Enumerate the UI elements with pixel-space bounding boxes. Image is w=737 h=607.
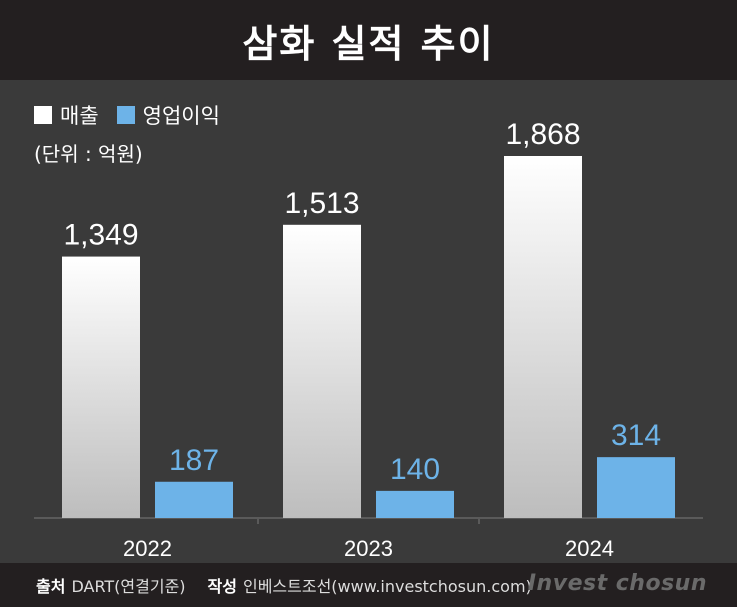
legend: 매출 영업이익 xyxy=(34,100,238,130)
bar-operating-profit-2023 xyxy=(376,490,454,518)
legend-item-revenue: 매출 xyxy=(34,100,99,130)
source-label: 출처 xyxy=(36,577,66,596)
x-tick-label-2023: 2023 xyxy=(344,536,393,560)
legend-item-operating-profit: 영업이익 xyxy=(116,100,220,130)
legend-label-operating-profit: 영업이익 xyxy=(142,104,220,128)
x-tick-label-2022: 2022 xyxy=(123,536,172,560)
unit-label: (단위 : 억원) xyxy=(34,142,143,166)
source-text: DART(연결기준) xyxy=(71,577,186,596)
author-text: 인베스트조선(www.investchosun.com) xyxy=(242,577,532,596)
author-note: 작성 인베스트조선(www.investchosun.com) xyxy=(208,573,532,597)
title-bar: 삼화 실적 추이 xyxy=(0,0,737,80)
source-note: 출처 DART(연결기준) xyxy=(36,573,186,597)
data-label-revenue-2024: 1,868 xyxy=(505,118,580,151)
legend-swatch-operating-profit xyxy=(116,106,135,124)
bar-revenue-2022 xyxy=(62,256,140,518)
data-label-operating-profit-2024: 314 xyxy=(611,419,661,452)
x-tick-label-2024: 2024 xyxy=(565,536,614,560)
footer: 출처 DART(연결기준) 작성 인베스트조선(www.investchosun.c… xyxy=(0,563,737,607)
brand-logo: Invest chosun xyxy=(527,571,707,596)
chart-title: 삼화 실적 추이 xyxy=(242,21,495,66)
data-label-operating-profit-2022: 187 xyxy=(169,444,219,477)
data-label-operating-profit-2023: 140 xyxy=(390,453,440,486)
author-label: 작성 xyxy=(207,577,237,596)
bar-revenue-2024 xyxy=(504,156,582,518)
legend-label-revenue: 매출 xyxy=(60,104,99,128)
bar-chart: 1,349 187 2022 1,513 140 2023 1,868 314 2024 xyxy=(34,118,703,560)
data-label-revenue-2023: 1,513 xyxy=(284,187,359,220)
bar-operating-profit-2022 xyxy=(155,481,233,518)
bar-revenue-2023 xyxy=(283,224,361,518)
bar-operating-profit-2024 xyxy=(597,457,675,518)
legend-swatch-revenue xyxy=(34,106,52,124)
data-label-revenue-2022: 1,349 xyxy=(63,219,138,252)
